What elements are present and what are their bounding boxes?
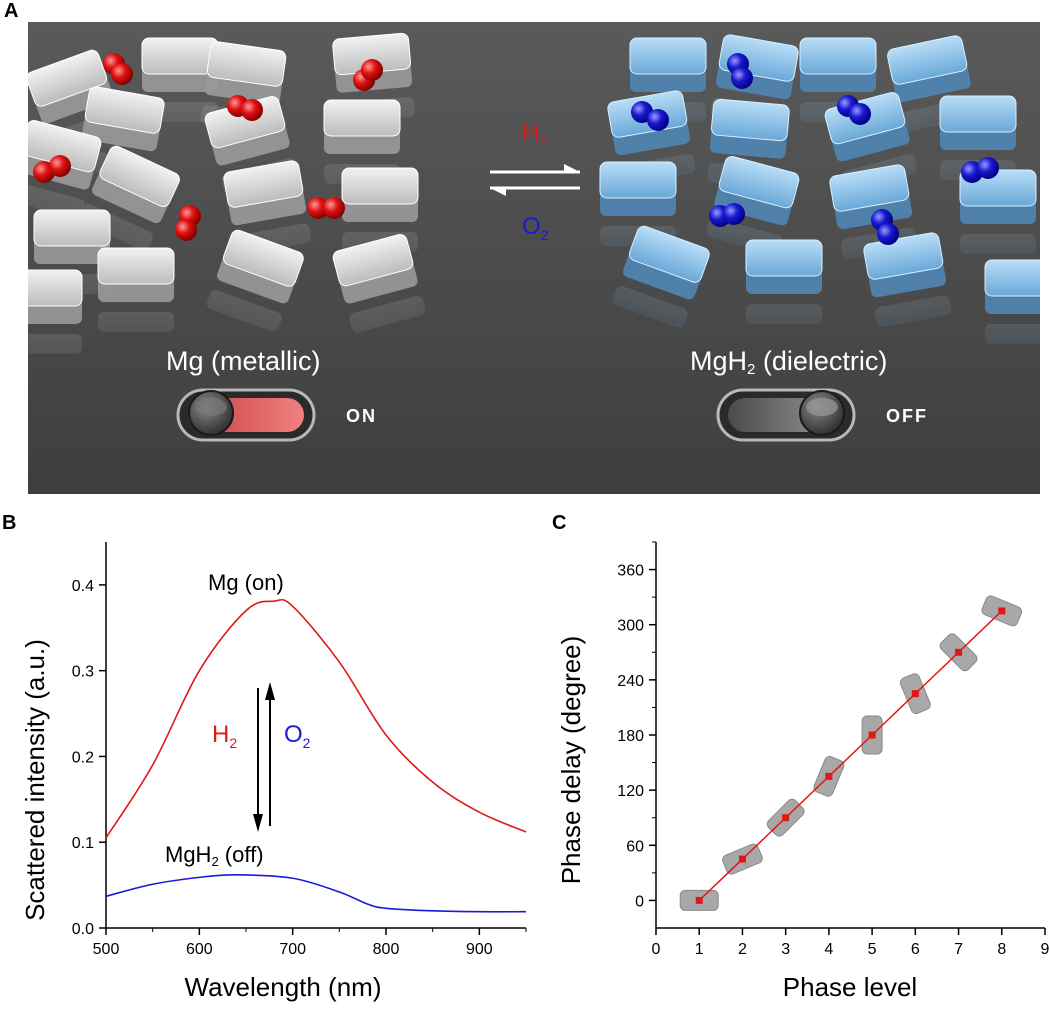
data-point <box>998 607 1006 615</box>
h2-molecule <box>307 197 345 219</box>
h2-label: H2 <box>522 119 547 149</box>
y-tick-label: 0 <box>635 893 644 910</box>
y-axis-label: Scattered intensity (a.u.) <box>20 639 50 921</box>
panel-label-c: C <box>552 512 567 534</box>
dielectric-nanorod <box>745 239 823 324</box>
series-line <box>105 874 527 913</box>
data-point <box>825 772 833 780</box>
illustration-panel: H2 O2 Mg (metallic) MgH2 (dielectric) ON… <box>28 22 1040 494</box>
x-tick-label: 0 <box>652 941 661 958</box>
x-tick-label: 500 <box>93 941 120 958</box>
data-point <box>955 648 963 656</box>
gas-molecules <box>33 53 999 245</box>
series-line <box>698 610 1003 901</box>
annotation-mg-on: Mg (on) <box>208 570 284 595</box>
equilibrium-arrows <box>490 164 580 196</box>
metal-nanorod <box>206 229 304 332</box>
switch-on-label: ON <box>346 406 377 426</box>
dielectric-nanorod <box>799 37 877 122</box>
x-tick-label: 600 <box>186 941 213 958</box>
h2-molecule <box>227 95 263 121</box>
x-axis-label: Wavelength (nm) <box>185 972 382 1002</box>
y-tick-label: 360 <box>617 563 644 580</box>
dielectric-nanorod <box>887 35 977 132</box>
x-tick-label: 800 <box>373 941 400 958</box>
x-tick-label: 4 <box>824 941 833 958</box>
x-tick-label: 9 <box>1041 941 1050 958</box>
y-tick-label: 0.1 <box>72 835 94 852</box>
y-tick-label: 120 <box>617 783 644 800</box>
x-axis-label: Phase level <box>783 972 917 1002</box>
y-tick-label: 60 <box>626 838 644 855</box>
reversible-arrows <box>253 682 275 832</box>
scattering-spectrum-chart: 500 600 700 800 900 0.0 0.1 0.2 0.3 0.4 Wavelengt… <box>20 542 527 1002</box>
dielectric-nanorod <box>612 225 710 328</box>
o2-molecule <box>709 203 745 227</box>
o2-molecule <box>961 157 999 183</box>
x-tick-label: 3 <box>781 941 790 958</box>
y-tick-label: 0.2 <box>72 749 94 766</box>
phase-delay-chart: 0 1 2 3 4 5 6 7 8 9 0 60 120 180 240 300 360 Phase level… <box>556 541 1050 1002</box>
panel-label-b: B <box>2 512 17 534</box>
h2-molecule <box>103 53 133 85</box>
x-tick-label: 5 <box>868 941 877 958</box>
o2-molecule <box>871 209 899 245</box>
metal-nanorod <box>28 269 83 354</box>
mg-state-label: Mg (metallic) <box>166 346 321 376</box>
x-tick-label: 1 <box>695 941 704 958</box>
data-point <box>782 814 790 822</box>
y-tick-label: 0.0 <box>72 921 94 938</box>
y-tick-label: 0.4 <box>72 578 94 595</box>
series-line <box>105 598 527 839</box>
annotation-h2: H2 <box>212 721 237 751</box>
data-point <box>695 896 703 904</box>
annotation-mgh2-off: MgH2 (off) <box>165 842 264 869</box>
mgh2-state-label: MgH2 (dielectric) <box>690 346 887 378</box>
h2-molecule <box>33 155 71 183</box>
x-tick-label: 6 <box>911 941 920 958</box>
o2-molecule <box>727 53 753 89</box>
metal-nanorod <box>97 247 175 332</box>
y-tick-label: 0.3 <box>72 664 94 681</box>
o2-molecule <box>631 101 669 131</box>
o2-label: O2 <box>522 213 549 243</box>
y-tick-label: 300 <box>617 618 644 635</box>
h2-molecule <box>175 205 201 241</box>
data-point <box>738 855 746 863</box>
switch-off-label: OFF <box>886 406 928 426</box>
data-point <box>868 731 876 739</box>
switch-off <box>716 388 856 442</box>
o2-molecule <box>837 95 871 125</box>
x-tick-label: 900 <box>466 941 493 958</box>
y-axis-label: Phase delay (degree) <box>556 636 586 885</box>
switch-on <box>176 388 316 442</box>
dielectric-nanorod <box>863 232 952 327</box>
metal-nanorod <box>223 160 312 255</box>
y-tick-label: 180 <box>617 728 644 745</box>
metal-nanorod <box>332 233 426 333</box>
x-tick-label: 2 <box>738 941 747 958</box>
x-tick-label: 700 <box>279 941 306 958</box>
x-tick-label: 8 <box>997 941 1006 958</box>
y-tick-label: 240 <box>617 673 644 690</box>
h2-molecule <box>353 59 383 91</box>
panel-label-a: A <box>4 0 19 22</box>
annotation-o2: O2 <box>284 721 311 751</box>
data-point <box>911 690 919 698</box>
x-tick-label: 7 <box>954 941 963 958</box>
dielectric-nanorod <box>984 259 1040 344</box>
